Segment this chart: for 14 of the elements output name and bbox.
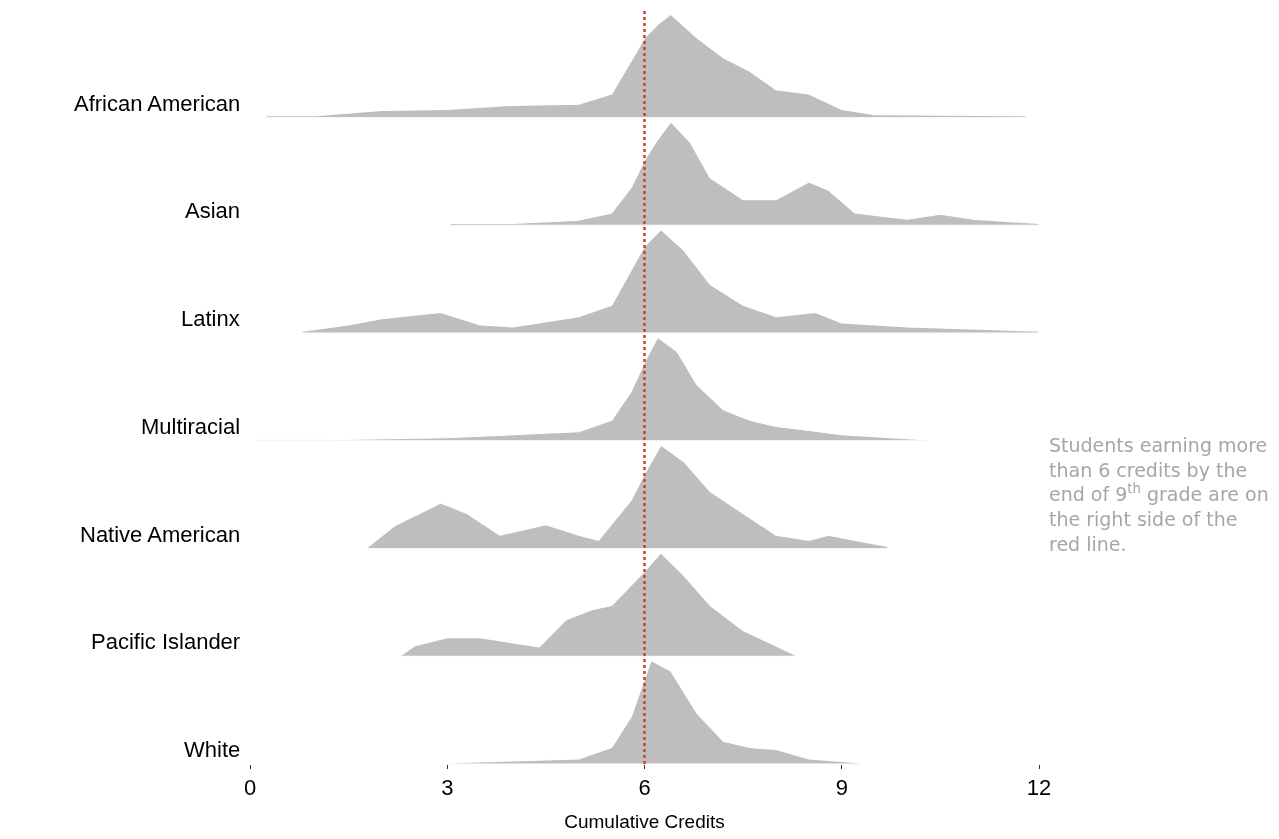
- series-label: African American: [74, 91, 241, 116]
- x-tick-label: 3: [441, 775, 454, 801]
- text: White: [184, 737, 241, 762]
- x-tick-label: 9: [835, 775, 848, 801]
- text: Students earning more than 6 credits by the end of 9$^{th}$ grade are on the right side of the red line.: [1049, 434, 1269, 555]
- x-tick-label: 12: [1026, 775, 1052, 801]
- text: Asian: [185, 198, 241, 223]
- text: Latinx: [181, 306, 240, 331]
- text: Pacific Islander: [91, 629, 241, 654]
- text: Native American: [80, 522, 241, 547]
- x-axis-title: Cumulative Credits: [564, 811, 725, 833]
- x-tick-label: 6: [638, 775, 651, 801]
- series-label: Multiracial: [141, 414, 241, 439]
- x-tick-label: 0: [243, 775, 257, 801]
